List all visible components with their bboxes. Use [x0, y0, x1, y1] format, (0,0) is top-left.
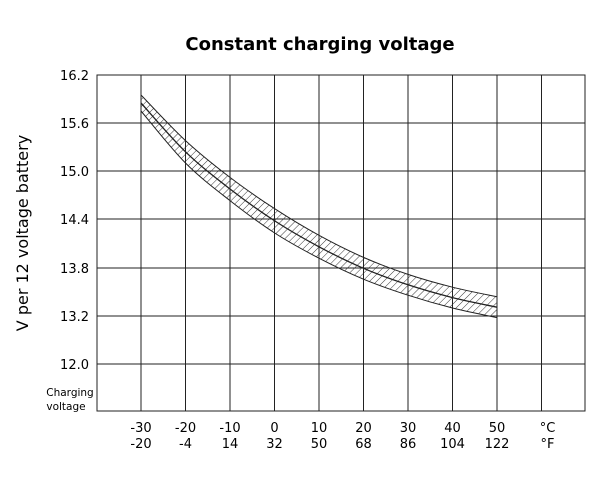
y-tick-label: 13.8 [60, 262, 89, 277]
x-tick-label-celsius: 50 [489, 421, 506, 436]
row-label-line2: voltage [46, 401, 85, 413]
x-tick-labels: -30 -20 -10 0 10 20 30 40 50-20 -4 14 32 50 68 86 104 12… [130, 421, 555, 452]
x-tick-label-fahrenheit: -4 [179, 437, 192, 452]
chart-title: Constant charging voltage [185, 34, 454, 55]
x-tick-label-celsius: 30 [400, 421, 417, 436]
x-tick-label-fahrenheit: 14 [222, 437, 239, 452]
x-tick-label-celsius: 10 [311, 421, 328, 436]
x-tick-label-celsius: 40 [444, 421, 461, 436]
x-tick-label-celsius: -30 [130, 421, 151, 436]
x-tick-label-fahrenheit: -20 [130, 437, 151, 452]
x-tick-label-fahrenheit: 68 [355, 437, 372, 452]
x-tick-label-fahrenheit: 50 [311, 437, 328, 452]
x-tick-label-fahrenheit: 86 [400, 437, 417, 452]
y-tick-label: 12.0 [60, 358, 89, 373]
unit-celsius-label: °C [540, 421, 556, 436]
nominal-voltage-line [140, 102, 498, 308]
x-tick-label-celsius: -10 [219, 421, 240, 436]
y-tick-label: 16.2 [60, 69, 89, 84]
y-axis-label: V per 12 voltage battery [13, 135, 32, 331]
plot-frame [96, 74, 586, 412]
x-tick-label-fahrenheit: 122 [485, 437, 510, 452]
x-tick-label-celsius: -20 [175, 421, 196, 436]
x-tick-label-fahrenheit: 104 [440, 437, 465, 452]
voltage-band-area [140, 93, 498, 319]
y-tick-label: 15.0 [60, 165, 89, 180]
y-tick-labels: 16.2 15.6 15.0 14.4 13.8 13.2 12.0 [60, 69, 89, 373]
row-label-line1: Charging [46, 387, 93, 399]
y-tick-label: 15.6 [60, 117, 89, 132]
voltage-band [140, 93, 498, 319]
x-tick-label-celsius: 20 [355, 421, 372, 436]
unit-fahrenheit-label: °F [541, 437, 555, 452]
x-tick-label-celsius: 0 [270, 421, 278, 436]
y-tick-label: 13.2 [60, 310, 89, 325]
x-tick-label-fahrenheit: 32 [266, 437, 283, 452]
y-tick-label: 14.4 [60, 213, 89, 228]
